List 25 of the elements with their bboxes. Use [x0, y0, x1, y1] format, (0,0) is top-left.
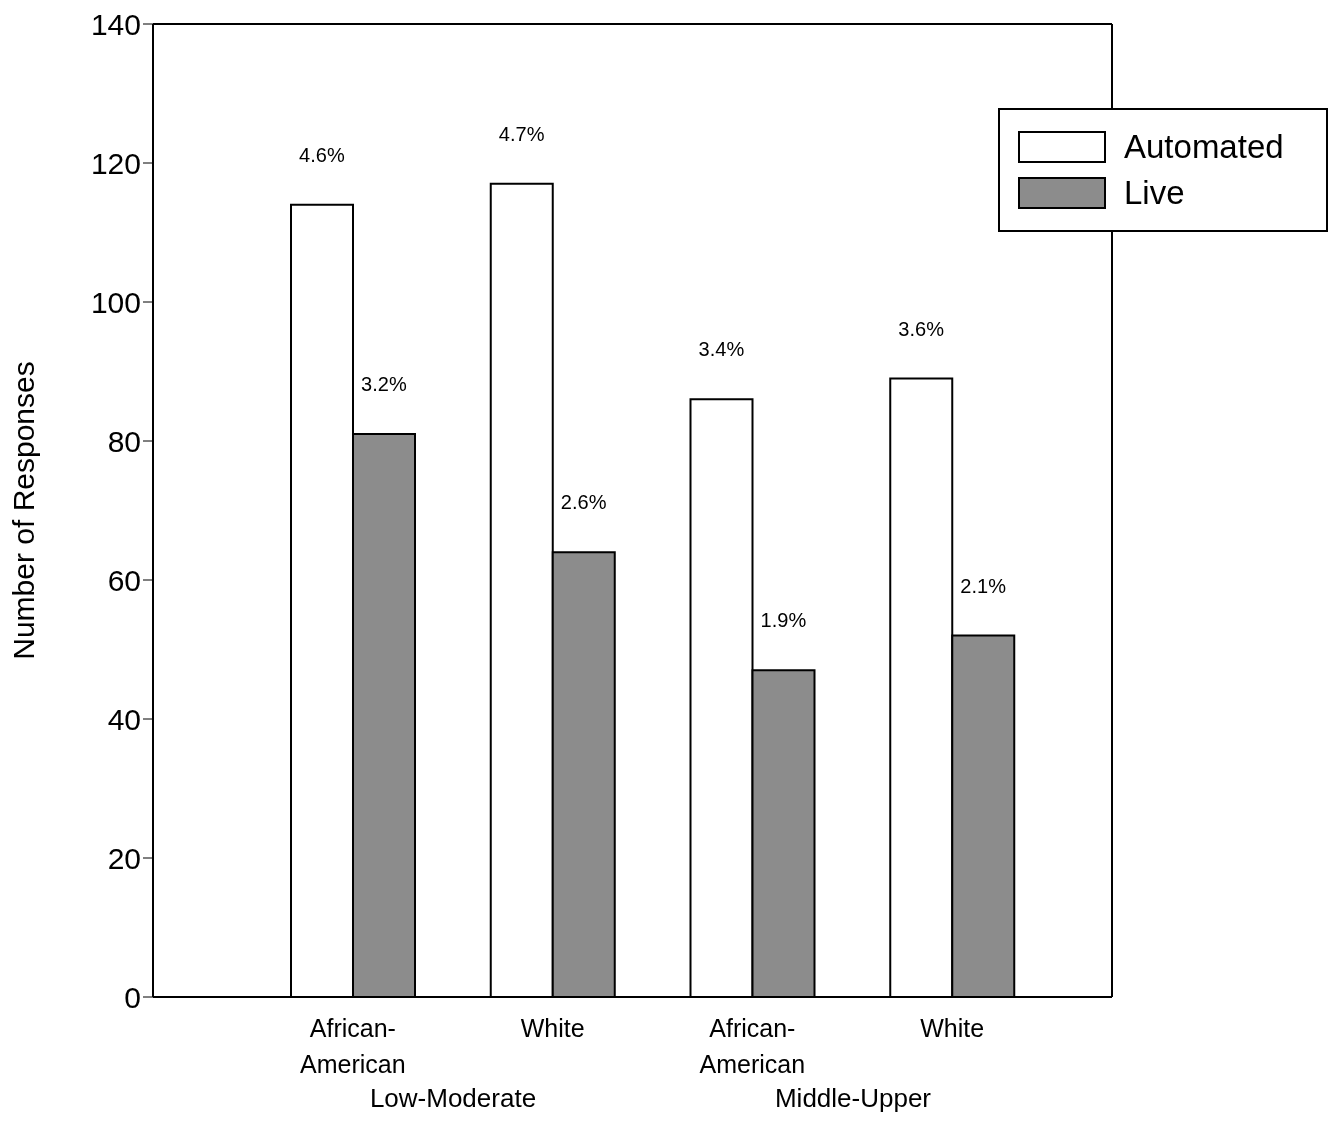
y-tick-label: 100: [90, 285, 141, 319]
y-tick-label: 0: [124, 980, 141, 1014]
x-tick-label: White: [920, 1014, 985, 1042]
annotation: 2.1%: [960, 574, 1007, 597]
y-tick-label: 20: [107, 841, 141, 875]
annotation: 2.6%: [560, 491, 607, 514]
annotation: 4.6%: [299, 143, 345, 166]
text: Middle-Upper: [773, 1083, 933, 1114]
annotation: 3.6%: [898, 317, 945, 340]
legend-label: Live: [1124, 174, 1185, 212]
y-tick-label: 60: [107, 563, 141, 597]
y-tick-label: 140: [90, 7, 141, 41]
annotation: 3.2%: [361, 373, 407, 396]
legend-label: Automated: [1124, 128, 1284, 166]
x-tick-label: African-American: [699, 1014, 806, 1078]
y-tick-label: 120: [90, 146, 141, 180]
x-tick-label: African-American: [300, 1014, 406, 1078]
y-tick-label: 40: [107, 702, 141, 736]
annotation: 4.7%: [498, 122, 545, 145]
y-axis-title: Number of Responses: [6, 361, 40, 660]
y-tick-label: 80: [107, 424, 141, 458]
annotation: 1.9%: [760, 609, 807, 632]
x-tick-label: White: [520, 1014, 585, 1042]
text: Low-Moderate: [368, 1083, 538, 1114]
annotation: 3.4%: [698, 338, 745, 361]
